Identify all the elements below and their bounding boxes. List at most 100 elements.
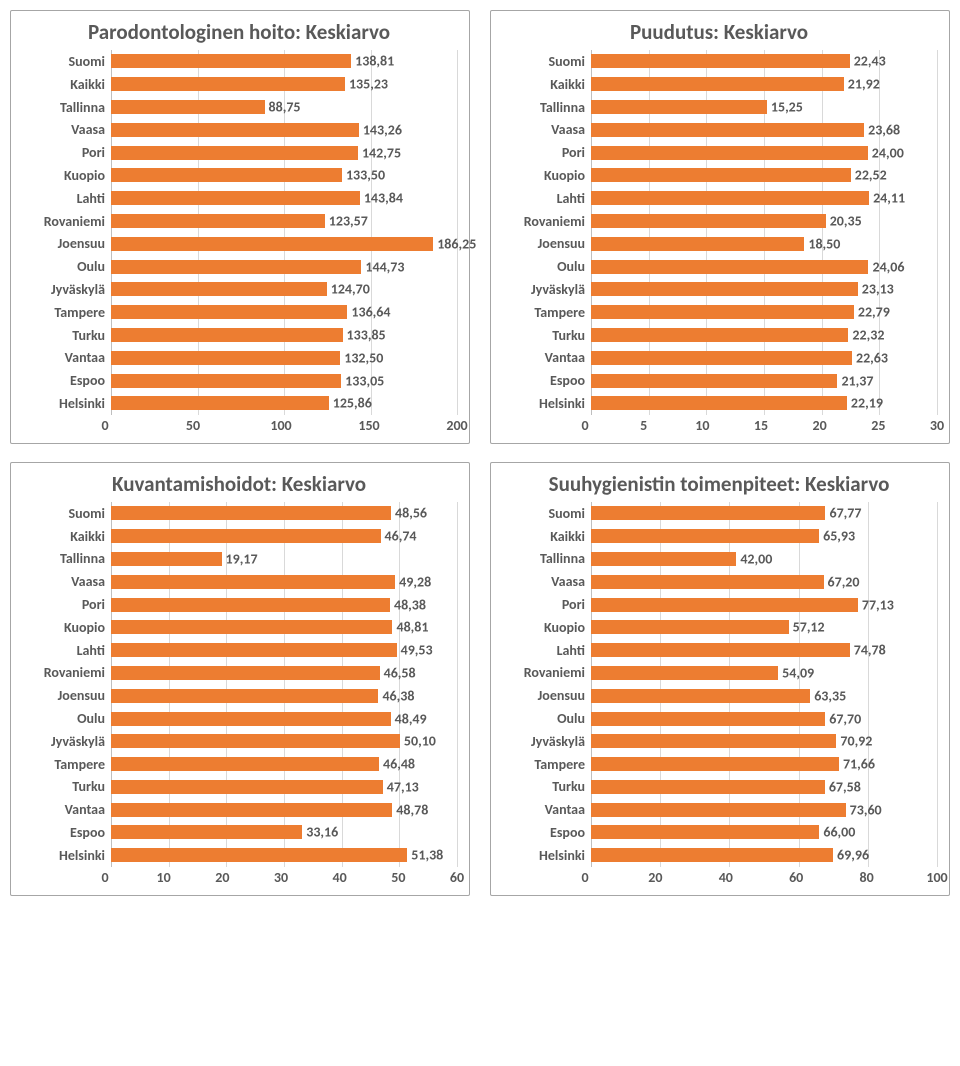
value-label: 135,23	[349, 76, 388, 93]
value-label: 144,73	[365, 258, 404, 275]
gridline	[937, 369, 938, 392]
value-label: 124,70	[331, 281, 370, 298]
bar	[591, 374, 837, 388]
bar	[111, 282, 327, 296]
bar	[111, 825, 302, 839]
gridline	[937, 73, 938, 96]
gridline	[937, 730, 938, 753]
category-label: Kaikki	[501, 76, 591, 93]
category-label: Espoo	[501, 372, 591, 389]
category-label: Vaasa	[501, 573, 591, 590]
bar-area: 48,38	[111, 593, 457, 616]
gridline	[457, 50, 458, 73]
bar-row: Tampere22,79	[501, 301, 937, 324]
x-tick-label: 15	[754, 417, 768, 434]
bar-area: 23,13	[591, 278, 937, 301]
bar-area: 67,77	[591, 502, 937, 525]
gridline	[937, 616, 938, 639]
bar-area: 15,25	[591, 96, 937, 119]
bar-area: 22,52	[591, 164, 937, 187]
value-label: 21,37	[841, 372, 873, 389]
category-label: Vaasa	[21, 121, 111, 138]
gridline	[457, 776, 458, 799]
category-label: Kuopio	[501, 619, 591, 636]
gridline	[457, 639, 458, 662]
chart-title: Kuvantamishoidot: Keskiarvo	[21, 473, 457, 496]
panel-suuhyg: Suuhygienistin toimenpiteet: Keskiarvo S…	[490, 462, 950, 896]
bar-area: 51,38	[111, 844, 457, 867]
bar-row: Kaikki65,93	[501, 525, 937, 548]
bar-row: Turku22,32	[501, 324, 937, 347]
value-label: 66,00	[823, 824, 855, 841]
bar-area: 50,10	[111, 730, 457, 753]
axis-spacer	[501, 869, 585, 887]
bar-row: Suomi67,77	[501, 502, 937, 525]
bar-area: 48,78	[111, 798, 457, 821]
bar-area: 133,05	[111, 369, 457, 392]
bar-area: 24,06	[591, 255, 937, 278]
value-label: 22,19	[851, 395, 883, 412]
category-label: Tampere	[501, 304, 591, 321]
bar-area: 24,00	[591, 141, 937, 164]
bar	[591, 305, 854, 319]
gridline	[937, 798, 938, 821]
bar-area: 67,20	[591, 570, 937, 593]
gridline	[868, 502, 869, 525]
value-label: 46,38	[382, 687, 414, 704]
bar	[591, 848, 833, 862]
x-tick-label: 150	[358, 417, 379, 434]
bar-row: Helsinki69,96	[501, 844, 937, 867]
panel-puudutus: Puudutus: Keskiarvo Suomi22,43Kaikki21,9…	[490, 10, 950, 444]
bar-area: 63,35	[591, 684, 937, 707]
category-label: Jyväskylä	[501, 281, 591, 298]
category-label: Jyväskylä	[21, 281, 111, 298]
gridline	[799, 548, 800, 571]
bar-area: 21,92	[591, 73, 937, 96]
x-tick-label: 20	[215, 869, 229, 886]
category-label: Lahti	[21, 642, 111, 659]
gridline	[868, 525, 869, 548]
category-label: Lahti	[21, 190, 111, 207]
bar	[111, 237, 433, 251]
gridline	[937, 662, 938, 685]
bar	[111, 848, 407, 862]
chart-body-puudutus: Suomi22,43Kaikki21,92Tallinna15,25Vaasa2…	[501, 50, 937, 435]
category-label: Suomi	[21, 505, 111, 522]
gridline	[937, 753, 938, 776]
bar-area: 57,12	[591, 616, 937, 639]
category-label: Tallinna	[21, 99, 111, 116]
gridline	[937, 301, 938, 324]
panel-parodont: Parodontologinen hoito: Keskiarvo Suomi1…	[10, 10, 470, 444]
category-label: Suomi	[501, 505, 591, 522]
gridline	[868, 570, 869, 593]
bar	[111, 643, 397, 657]
bar-row: Pori142,75	[21, 141, 457, 164]
bar-row: Espoo133,05	[21, 369, 457, 392]
bar	[591, 757, 839, 771]
bar-row: Rovaniemi123,57	[21, 210, 457, 233]
bar-row: Lahti74,78	[501, 639, 937, 662]
gridline	[399, 548, 400, 571]
chart-body-kuvantamis: Suomi48,56Kaikki46,74Tallinna19,17Vaasa4…	[21, 502, 457, 887]
chart-title: Parodontologinen hoito: Keskiarvo	[21, 21, 457, 44]
bar-row: Tampere71,66	[501, 753, 937, 776]
category-label: Tallinna	[21, 550, 111, 567]
value-label: 15,25	[771, 99, 803, 116]
category-label: Pori	[501, 596, 591, 613]
bar	[591, 598, 858, 612]
bar-row: Espoo33,16	[21, 821, 457, 844]
bar-area: 143,84	[111, 187, 457, 210]
bar-rows: Suomi138,81Kaikki135,23Tallinna88,75Vaas…	[21, 50, 457, 415]
x-tick-label: 60	[789, 869, 803, 886]
bar-row: Espoo 21,37	[501, 369, 937, 392]
bar-area: 33,16	[111, 821, 457, 844]
category-label: Jyväskylä	[501, 733, 591, 750]
gridline	[457, 141, 458, 164]
bar-row: Pori77,13	[501, 593, 937, 616]
bar-area: 19,17	[111, 548, 457, 571]
value-label: 136,64	[351, 304, 390, 321]
bar-row: Helsinki125,86	[21, 392, 457, 415]
value-label: 186,25	[437, 235, 476, 252]
bar	[111, 191, 360, 205]
bar-rows: Suomi22,43Kaikki21,92Tallinna15,25Vaasa2…	[501, 50, 937, 415]
